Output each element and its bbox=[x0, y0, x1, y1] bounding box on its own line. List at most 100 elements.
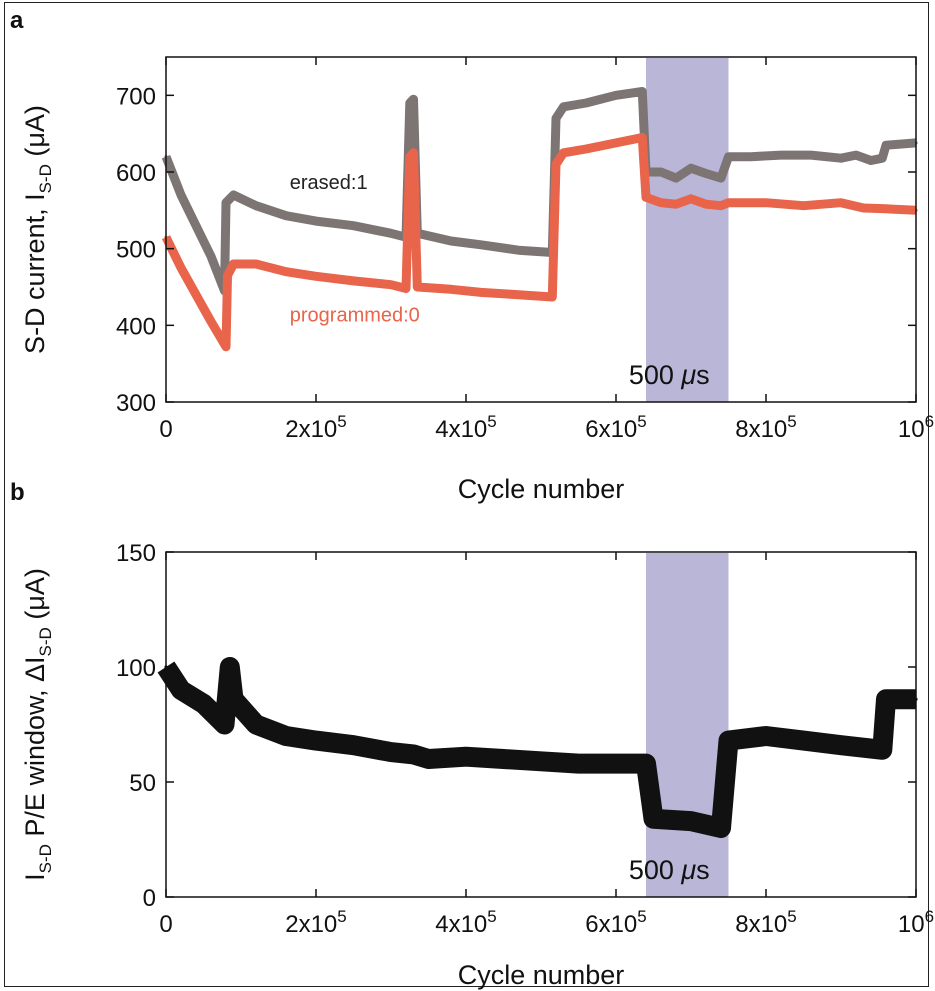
panel-b-y-label-sub: S-D bbox=[36, 627, 55, 656]
panel-a-series-1-point bbox=[231, 262, 236, 266]
panel-b-series-0-point bbox=[719, 826, 723, 830]
panel-a-series-1-point bbox=[801, 204, 806, 208]
panel-a-series-0-point bbox=[314, 219, 318, 223]
x-tick-base: 10 bbox=[898, 416, 925, 443]
panel-a-series-0-point bbox=[689, 166, 693, 170]
x-tick-label: 0 bbox=[159, 416, 172, 443]
panel-a-series-0-point bbox=[854, 153, 858, 157]
panel-a-series-1-point bbox=[415, 285, 419, 289]
figure-frame bbox=[4, 2, 929, 987]
panel-a-series-0-point bbox=[179, 193, 183, 197]
panel-a-series-1-point bbox=[554, 162, 558, 166]
panel-a-series-0-point bbox=[209, 254, 213, 258]
panel-a-series-0-point bbox=[231, 193, 236, 197]
panel-b-letter: b bbox=[10, 479, 25, 506]
panel-b-y-label-pre: I bbox=[20, 873, 50, 881]
shaded-label-unit: μ bbox=[680, 360, 696, 390]
panel-a-series-1-point bbox=[674, 202, 678, 206]
panel-a-series-0-point bbox=[779, 153, 783, 157]
panel-b-series-0-point bbox=[314, 739, 318, 743]
panel-a-series-1-point bbox=[584, 147, 588, 151]
panel-a-series-0-point bbox=[809, 153, 813, 157]
panel-a-series-0-point bbox=[516, 248, 521, 252]
panel-a-series-1-point bbox=[224, 345, 228, 349]
panel-a-series-1-point bbox=[704, 202, 708, 206]
panel-b-series-0-point bbox=[411, 752, 416, 757]
panel-a-series-0-point bbox=[449, 239, 453, 243]
panel-b-series-0-point bbox=[222, 722, 227, 727]
x-tick-label: 6x105 bbox=[585, 907, 647, 938]
x-tick-exponent: 5 bbox=[637, 907, 646, 926]
panel-a-shaded-region bbox=[646, 58, 729, 402]
panel-a-series-1-point bbox=[550, 295, 554, 299]
panel-a-y-label-main: S-D current, I bbox=[20, 193, 50, 354]
panel-a-series-0-point bbox=[584, 101, 588, 105]
panel-a-series-0-band bbox=[161, 87, 917, 296]
x-tick-exponent: 6 bbox=[925, 907, 934, 926]
panel-a-series-1-point bbox=[689, 197, 693, 201]
panel-a-series-0-point bbox=[614, 93, 618, 97]
x-tick-label: 106 bbox=[898, 907, 934, 938]
x-tick-exponent: 5 bbox=[637, 412, 646, 431]
panel-b-series-0-point bbox=[614, 762, 618, 766]
panel-a-series-0-point bbox=[408, 101, 412, 105]
x-tick-label: 2x105 bbox=[285, 412, 347, 443]
panel-a-series-0-point bbox=[224, 201, 228, 205]
panel-a-series-0-point bbox=[884, 143, 888, 147]
panel-a-series-0-point bbox=[674, 176, 678, 180]
x-tick-base: 8x10 bbox=[735, 416, 787, 443]
panel-a-series-0-point bbox=[839, 156, 843, 160]
panel-b-series-0-point bbox=[764, 734, 768, 738]
panel-b-series-0-point bbox=[426, 757, 431, 761]
y-tick-label: 100 bbox=[116, 655, 156, 682]
panel-b-y-label-pre-sub: S-D bbox=[36, 844, 55, 873]
x-tick-label: 8x105 bbox=[735, 412, 797, 443]
panel-a-series-1-band bbox=[161, 133, 917, 352]
panel-a-series-0-point bbox=[726, 155, 731, 159]
panel-b-y-axis-label: IS-D P/E window, ΔIS-D (μA) bbox=[20, 568, 55, 881]
panel-a-series-0-point bbox=[640, 89, 644, 94]
shaded-label-suffix: s bbox=[696, 360, 710, 390]
shaded-label-suffix: s bbox=[696, 855, 710, 885]
panel-a-series-1-point bbox=[411, 151, 416, 155]
panel-b-series-0-point bbox=[464, 755, 468, 759]
panel-a-series-1-point bbox=[479, 290, 483, 294]
panel-a-series-0-point bbox=[411, 97, 416, 101]
panel-a-series-0-point bbox=[194, 224, 198, 228]
panel-a-series-0-point bbox=[659, 170, 663, 174]
panel-a-series-0-point bbox=[749, 155, 753, 159]
panel-b-series-0-point bbox=[576, 762, 581, 766]
panel-a-series-1-point bbox=[314, 274, 318, 278]
panel-a-y-label-unit: (μA) bbox=[20, 105, 50, 164]
panel-b-shaded-label: 500 μs bbox=[629, 855, 710, 885]
panel-b-series-0-point bbox=[884, 697, 888, 701]
panel-b-series-0-point bbox=[501, 757, 506, 761]
panel-a-series-0-point bbox=[880, 156, 884, 160]
x-tick-base: 4x10 bbox=[435, 911, 487, 938]
panel-a-shaded-label: 500 μs bbox=[629, 360, 710, 390]
panel-a-series-1-point bbox=[726, 201, 731, 205]
panel-b-series-0-point bbox=[539, 759, 543, 763]
y-tick-label: 600 bbox=[116, 160, 156, 187]
shaded-label-value: 500 bbox=[629, 855, 682, 885]
x-tick-exponent: 5 bbox=[337, 907, 346, 926]
panel-a-series-1-point bbox=[561, 151, 566, 155]
x-tick-label: 6x105 bbox=[585, 412, 647, 443]
panel-b-series-0-band bbox=[157, 657, 916, 838]
x-tick-base: 0 bbox=[159, 911, 172, 938]
panel-a-series-1-point bbox=[839, 201, 843, 205]
panel-a-series-1-point bbox=[194, 293, 198, 297]
panel-a-series-1-point bbox=[408, 155, 412, 159]
panel-a-series-1-point bbox=[209, 319, 213, 324]
x-tick-base: 6x10 bbox=[585, 911, 637, 938]
x-tick-label: 4x105 bbox=[435, 412, 497, 443]
panel-a-series-1-point bbox=[351, 279, 356, 283]
panel-a-series-1-point bbox=[389, 283, 393, 287]
panel-a-series-1-point bbox=[640, 135, 644, 140]
panel-b-series-0-point bbox=[880, 748, 884, 752]
panel-a-series-0-point bbox=[869, 158, 873, 163]
panel-a-series-1-point bbox=[614, 141, 618, 145]
panel-a-y-axis-label: S-D current, IS-D (μA) bbox=[20, 105, 55, 354]
x-tick-base: 8x10 bbox=[735, 911, 787, 938]
x-tick-label: 2x105 bbox=[285, 907, 347, 938]
